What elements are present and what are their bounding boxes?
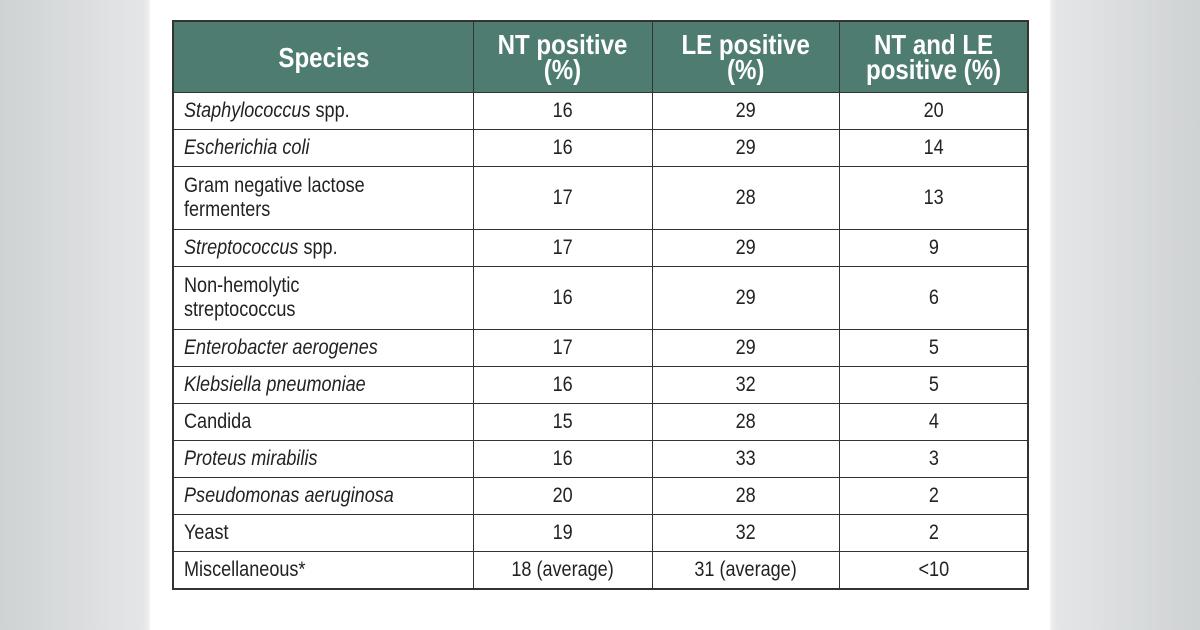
le-value-cell: 31 (average) <box>651 551 841 589</box>
species-name-line: Gram negative lactose <box>184 174 365 197</box>
le-value-cell: 32 <box>651 514 841 552</box>
both-value-cell: 4 <box>839 403 1029 441</box>
table-row: Miscellaneous* 18 (average) 31 (average) <1… <box>172 551 1029 589</box>
both-value-cell: 5 <box>839 329 1029 367</box>
species-cell: Miscellaneous* <box>172 551 475 589</box>
nt-value-cell: 17 <box>473 329 653 367</box>
species-name-line: fermenters <box>184 198 271 221</box>
both-value-cell: 20 <box>839 92 1029 130</box>
nt-value-cell: 18 (average) <box>473 551 653 589</box>
table-row: Staphylococcus spp. 16 29 20 <box>172 92 1029 130</box>
both-value-cell: 6 <box>839 266 1029 330</box>
header-le-positive: LE positive (%) <box>651 20 841 93</box>
species-name-italic: Pseudomonas aeruginosa <box>184 484 394 507</box>
species-cell: Non-hemolytic streptococcus <box>172 266 475 330</box>
species-name: spp. <box>298 236 338 259</box>
header-row: Species NT positive (%) LE positive (%) NT… <box>172 20 1029 93</box>
table-row: Gram negative lactose fermenters 17 28 13 <box>172 166 1029 230</box>
le-value-cell: 32 <box>651 366 841 404</box>
nt-value-cell: 16 <box>473 440 653 478</box>
le-value-cell: 29 <box>651 329 841 367</box>
both-value-cell: 13 <box>839 166 1029 230</box>
species-cell: Streptococcus spp. <box>172 229 475 267</box>
table-row: Candida 15 28 4 <box>172 403 1029 441</box>
header-species: Species <box>172 20 475 93</box>
nt-value-cell: 16 <box>473 92 653 130</box>
species-cell: Candida <box>172 403 475 441</box>
species-name-italic: Proteus mirabilis <box>184 447 318 470</box>
table-row: Pseudomonas aeruginosa 20 28 2 <box>172 477 1029 515</box>
both-value-cell: 2 <box>839 514 1029 552</box>
le-value-cell: 28 <box>651 403 841 441</box>
nt-value-cell: 20 <box>473 477 653 515</box>
species-name-italic: Escherichia coli <box>184 136 310 159</box>
both-value-cell: <10 <box>839 551 1029 589</box>
species-name-italic: Streptococcus <box>184 236 299 259</box>
species-table: Species NT positive (%) LE positive (%) NT… <box>172 20 1029 590</box>
species-name: Candida <box>184 410 252 433</box>
species-cell: Klebsiella pneumoniae <box>172 366 475 404</box>
le-value-cell: 29 <box>651 266 841 330</box>
table-row: Proteus mirabilis 16 33 3 <box>172 440 1029 478</box>
species-cell: Staphylococcus spp. <box>172 92 475 130</box>
species-name-line: streptococcus <box>184 298 296 321</box>
table-row: Streptococcus spp. 17 29 9 <box>172 229 1029 267</box>
le-value-cell: 33 <box>651 440 841 478</box>
both-value-cell: 5 <box>839 366 1029 404</box>
header-nt-and-le-positive: NT and LE positive (%) <box>839 20 1029 93</box>
species-cell: Escherichia coli <box>172 129 475 167</box>
both-value-cell: 14 <box>839 129 1029 167</box>
species-name-italic: Enterobacter aerogenes <box>184 336 378 359</box>
table-row: Escherichia coli 16 29 14 <box>172 129 1029 167</box>
nt-value-cell: 16 <box>473 366 653 404</box>
nt-value-cell: 17 <box>473 166 653 230</box>
header-nt-positive: NT positive (%) <box>473 20 653 93</box>
le-value-cell: 28 <box>651 166 841 230</box>
species-name-line: Non-hemolytic <box>184 274 300 297</box>
nt-value-cell: 15 <box>473 403 653 441</box>
nt-value-cell: 17 <box>473 229 653 267</box>
species-cell: Yeast <box>172 514 475 552</box>
species-cell: Pseudomonas aeruginosa <box>172 477 475 515</box>
le-value-cell: 28 <box>651 477 841 515</box>
species-name: Miscellaneous* <box>184 557 306 581</box>
table-row: Enterobacter aerogenes 17 29 5 <box>172 329 1029 367</box>
species-name: spp. <box>310 99 350 122</box>
table-row: Klebsiella pneumoniae 16 32 5 <box>172 366 1029 404</box>
le-value-cell: 29 <box>651 129 841 167</box>
both-value-cell: 2 <box>839 477 1029 515</box>
species-cell: Gram negative lactose fermenters <box>172 166 475 230</box>
both-value-cell: 9 <box>839 229 1029 267</box>
species-name-italic: Staphylococcus <box>184 99 311 122</box>
table-row: Non-hemolytic streptococcus 16 29 6 <box>172 266 1029 330</box>
species-cell: Enterobacter aerogenes <box>172 329 475 367</box>
le-value-cell: 29 <box>651 229 841 267</box>
species-name-italic: Klebsiella pneumoniae <box>184 373 366 396</box>
both-value-cell: 3 <box>839 440 1029 478</box>
nt-value-cell: 19 <box>473 514 653 552</box>
le-value-cell: 29 <box>651 92 841 130</box>
table-row: Yeast 19 32 2 <box>172 514 1029 552</box>
nt-value-cell: 16 <box>473 129 653 167</box>
nt-value-cell: 16 <box>473 266 653 330</box>
species-name: Yeast <box>184 521 229 544</box>
species-cell: Proteus mirabilis <box>172 440 475 478</box>
